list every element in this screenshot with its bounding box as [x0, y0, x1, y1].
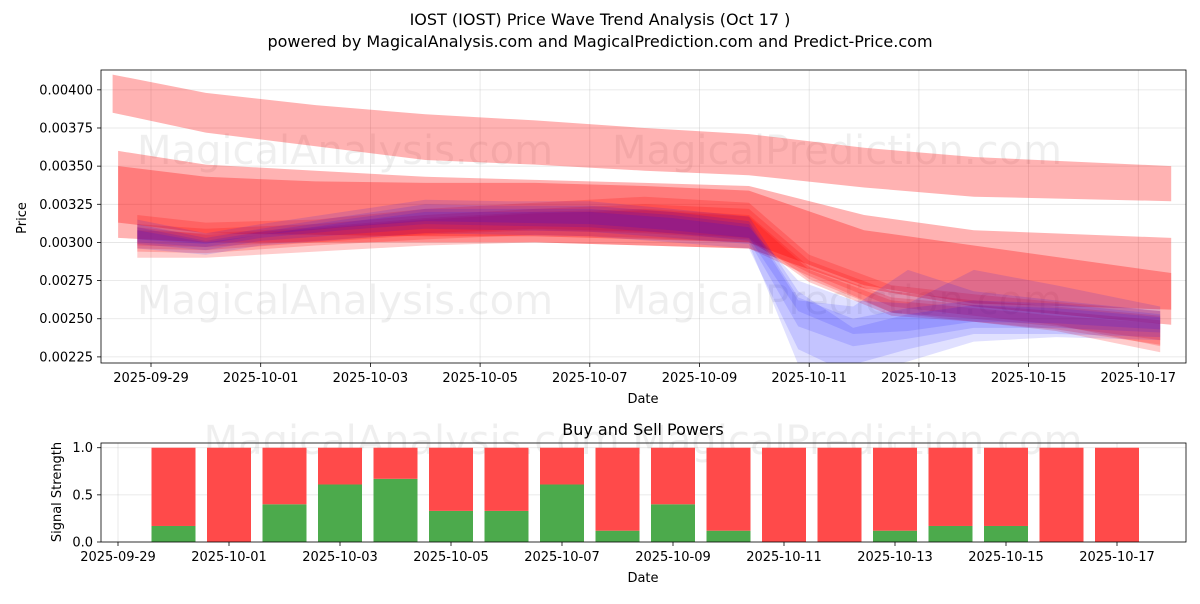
signal-x-axis-label: Date	[627, 571, 658, 586]
sell-bar	[817, 447, 862, 542]
price-band-red-core-1	[137, 196, 1161, 353]
watermark-text: MagicalAnalysis.com	[137, 128, 553, 174]
price-band-red-core-3	[137, 208, 1161, 341]
signal-y-tick-label: 1.0	[72, 441, 93, 456]
signal-x-tick-label: 2025-10-03	[302, 550, 378, 565]
sell-bar	[651, 447, 695, 505]
signal-x-tick-label: 2025-10-11	[746, 550, 822, 565]
buy-bar	[429, 510, 473, 542]
price-x-axis-label: Date	[627, 392, 658, 407]
sell-bar	[151, 447, 196, 526]
price-y-tick-label: 0.00250	[39, 312, 93, 327]
price-band-red-core-2	[137, 204, 1161, 347]
sell-bar	[873, 447, 917, 531]
buy-bar	[706, 530, 751, 542]
price-band-blue-core-1	[137, 199, 1161, 363]
sell-bar	[484, 447, 529, 511]
watermark-text: MagicalPrediction.com	[612, 278, 1062, 324]
signal-y-tick-label: 0.0	[72, 536, 93, 551]
price-x-tick-label: 2025-10-09	[662, 371, 738, 386]
watermark-text: MagicalAnalysis.com	[137, 278, 553, 324]
price-x-tick-label: 2025-10-15	[991, 371, 1067, 386]
signal-x-tick-label: 2025-09-29	[80, 550, 156, 565]
sell-bar	[706, 447, 751, 531]
price-y-tick-label: 0.00275	[39, 274, 93, 289]
sell-bar	[1095, 447, 1139, 542]
sell-bar	[595, 447, 640, 531]
buy-bar	[984, 525, 1028, 542]
price-band-blue-core-2	[137, 204, 1161, 363]
price-y-tick-label: 0.00225	[39, 350, 93, 365]
price-x-tick-label: 2025-10-11	[771, 371, 847, 386]
price-y-tick-label: 0.00400	[39, 83, 93, 98]
signal-y-tick-label: 0.5	[72, 488, 93, 503]
price-x-tick-label: 2025-10-01	[223, 371, 299, 386]
signal-x-tick-label: 2025-10-05	[413, 550, 489, 565]
sell-bar	[1039, 447, 1084, 542]
price-x-tick-label: 2025-10-05	[442, 371, 518, 386]
buy-bar	[318, 484, 362, 542]
signal-x-tick-label: 2025-10-09	[635, 550, 711, 565]
buy-bar	[262, 504, 307, 542]
sell-bar	[762, 447, 806, 542]
sell-bar	[928, 447, 973, 526]
buy-bar	[151, 525, 196, 542]
sell-bar	[318, 447, 362, 485]
price-band-red-core-4	[137, 210, 1161, 345]
price-y-tick-label: 0.00300	[39, 236, 93, 251]
signal-x-tick-label: 2025-10-15	[968, 550, 1044, 565]
buy-bar	[873, 530, 917, 542]
price-band-mid-wave-1	[118, 150, 1172, 325]
signal-x-tick-label: 2025-10-13	[857, 550, 933, 565]
price-y-tick-label: 0.00350	[39, 160, 93, 175]
sell-bar	[373, 447, 418, 479]
price-x-tick-label: 2025-10-03	[333, 371, 409, 386]
price-band-blue-core-3	[137, 208, 1161, 347]
price-x-tick-label: 2025-09-29	[113, 371, 189, 386]
chart-title: IOST (IOST) Price Wave Trend Analysis (O…	[410, 10, 791, 29]
buy-bar	[484, 510, 529, 542]
sell-bar	[540, 447, 584, 485]
signal-plot-area: 0.0 0.5 1.0 2025-09-29 2025-10-01 2025-10-03 2…	[72, 418, 1187, 565]
price-y-tick-label: 0.00325	[39, 198, 93, 213]
sell-bar	[262, 447, 307, 505]
price-x-tick-label: 2025-10-17	[1101, 371, 1177, 386]
price-y-tick-label: 0.00375	[39, 121, 93, 136]
buy-bar	[651, 504, 695, 542]
sell-bar	[984, 447, 1028, 526]
sell-bar	[429, 447, 473, 511]
price-y-axis-label: Price	[15, 202, 30, 234]
buy-bar	[540, 484, 584, 542]
price-x-tick-label: 2025-10-13	[881, 371, 957, 386]
price-x-tick-label: 2025-10-07	[552, 371, 628, 386]
signal-y-axis-label: Signal Strength	[50, 442, 65, 542]
signal-chart-title: Buy and Sell Powers	[562, 420, 724, 439]
buy-bar	[595, 530, 640, 542]
signal-x-tick-label: 2025-10-01	[191, 550, 267, 565]
chart-subtitle: powered by MagicalAnalysis.com and Magic…	[267, 32, 932, 51]
watermark-text: MagicalPrediction.com	[612, 128, 1062, 174]
price-plot-area: 0.00225 0.00250 0.00275 0.00300 0.00325 0.003…	[39, 69, 1187, 386]
price-band-upper-wave	[112, 74, 1172, 202]
price-band-mid-wave-2	[118, 166, 1172, 310]
price-bands	[112, 74, 1172, 363]
sell-bar	[207, 447, 251, 542]
signal-plot-frame	[100, 442, 1187, 543]
signal-x-tick-label: 2025-10-17	[1079, 550, 1155, 565]
signal-x-tick-label: 2025-10-07	[524, 550, 600, 565]
buy-bar	[373, 478, 418, 542]
buy-bar	[928, 525, 973, 542]
price-plot-frame	[100, 69, 1187, 364]
price-band-blue-core-4	[137, 211, 1161, 334]
